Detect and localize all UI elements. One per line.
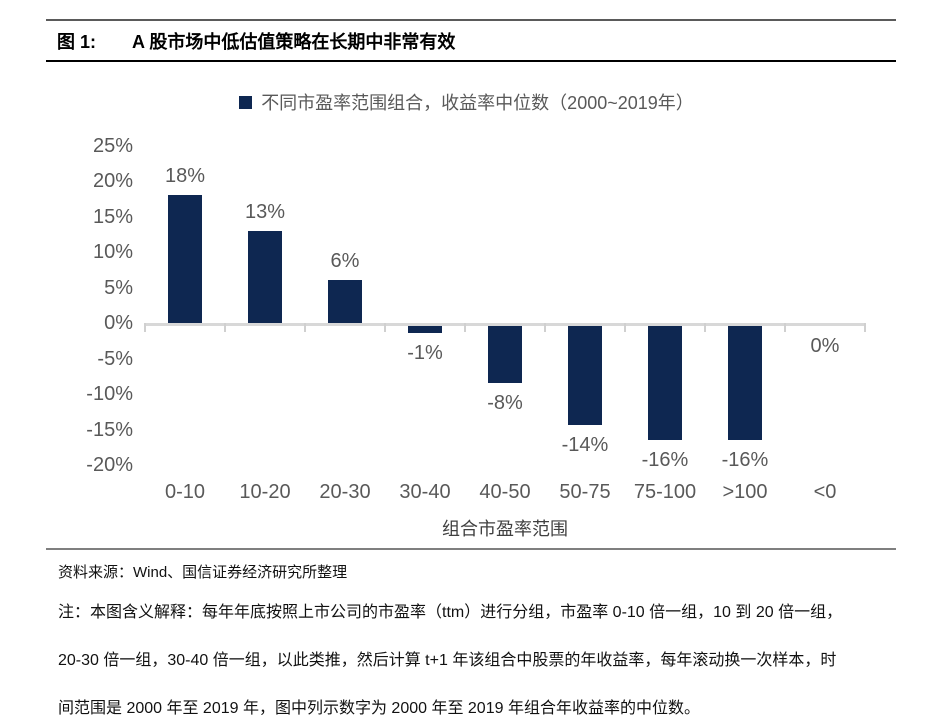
x-axis-category-label: 40-50 [479,481,531,503]
x-axis-tick [384,323,386,332]
x-axis-category-label: 0-10 [164,481,206,503]
y-axis-tick-label: 5% [104,276,133,299]
data-label: 13% [244,200,286,223]
bar-40-50 [488,326,522,383]
data-label: 6% [330,250,360,273]
y-axis-tick-label: -5% [97,347,133,370]
y-axis-tick-label: 0% [104,312,133,334]
data-label: -14% [561,434,609,457]
data-label: -16% [721,448,769,471]
x-axis-line [145,323,865,326]
x-axis-category-label: 75-100 [633,481,697,503]
data-label: -16% [641,448,689,471]
x-axis-tick [544,323,546,332]
footer-rule [46,548,896,550]
header-top-rule [46,19,896,21]
bar-75-100 [648,326,682,440]
figure-title-row: 图 1: A 股市场中低估值策略在长期中非常有效 [57,28,455,54]
y-axis-tick-label: 15% [92,205,133,228]
chart-legend: 不同市盈率范围组合，收益率中位数（2000~2019年） [0,89,933,115]
x-axis-category-label: 30-40 [399,481,451,503]
bar-20-30 [328,280,362,323]
x-axis-tick [864,323,866,332]
y-axis-tick-label: 10% [92,241,133,263]
legend-label: 不同市盈率范围组合，收益率中位数（2000~2019年） [261,93,694,113]
x-axis-category-label: 50-75 [559,481,611,503]
y-axis-tick-label: -20% [86,454,133,476]
x-axis-title: 组合市盈率范围 [442,519,568,539]
notes-block: 注：本图含义解释：每年年底按照上市公司的市盈率（ttm）进行分组，市盈率 0-1… [58,598,898,725]
y-axis-tick-label: -10% [86,383,133,405]
y-axis-tick-label: -15% [86,418,133,441]
bar-0-10 [168,195,202,323]
x-axis-category-label: <0 [813,481,837,503]
y-axis-tick-label: 20% [92,170,133,192]
x-axis-tick [304,323,306,332]
x-axis-tick [144,323,146,332]
bar-50-75 [568,326,602,426]
bar-30-40 [408,326,442,334]
note-line: 注：本图含义解释：每年年底按照上市公司的市盈率（ttm）进行分组，市盈率 0-1… [58,604,843,621]
note-line: 间范围是 2000 年至 2019 年，图中列示数字为 2000 年至 2019… [58,700,700,717]
x-axis-tick [224,323,226,332]
data-label: 18% [164,165,206,188]
data-label: 0% [810,335,840,357]
legend-square-icon [239,95,253,109]
bar-10-20 [248,230,282,323]
x-axis-category-label: 10-20 [239,481,291,503]
x-axis-tick [704,323,706,332]
x-axis-tick [464,323,466,332]
x-axis-category-label: 20-30 [319,481,371,503]
y-axis-tick-label: 25% [92,134,133,157]
bar->100 [728,326,762,440]
header-bottom-rule [46,60,896,62]
figure-label: 图 1: [57,32,97,52]
source-line: 资料来源：Wind、国信证券经济研究所整理 [58,564,348,581]
figure-title: A 股市场中低估值策略在长期中非常有效 [132,32,456,52]
data-label: -8% [487,391,523,414]
note-line: 20-30 倍一组，30-40 倍一组，以此类推，然后计算 t+1 年该组合中股… [58,652,837,669]
x-axis-tick [624,323,626,332]
x-axis-tick [784,323,786,332]
data-label: -1% [407,342,443,365]
x-axis-category-label: >100 [722,481,768,503]
